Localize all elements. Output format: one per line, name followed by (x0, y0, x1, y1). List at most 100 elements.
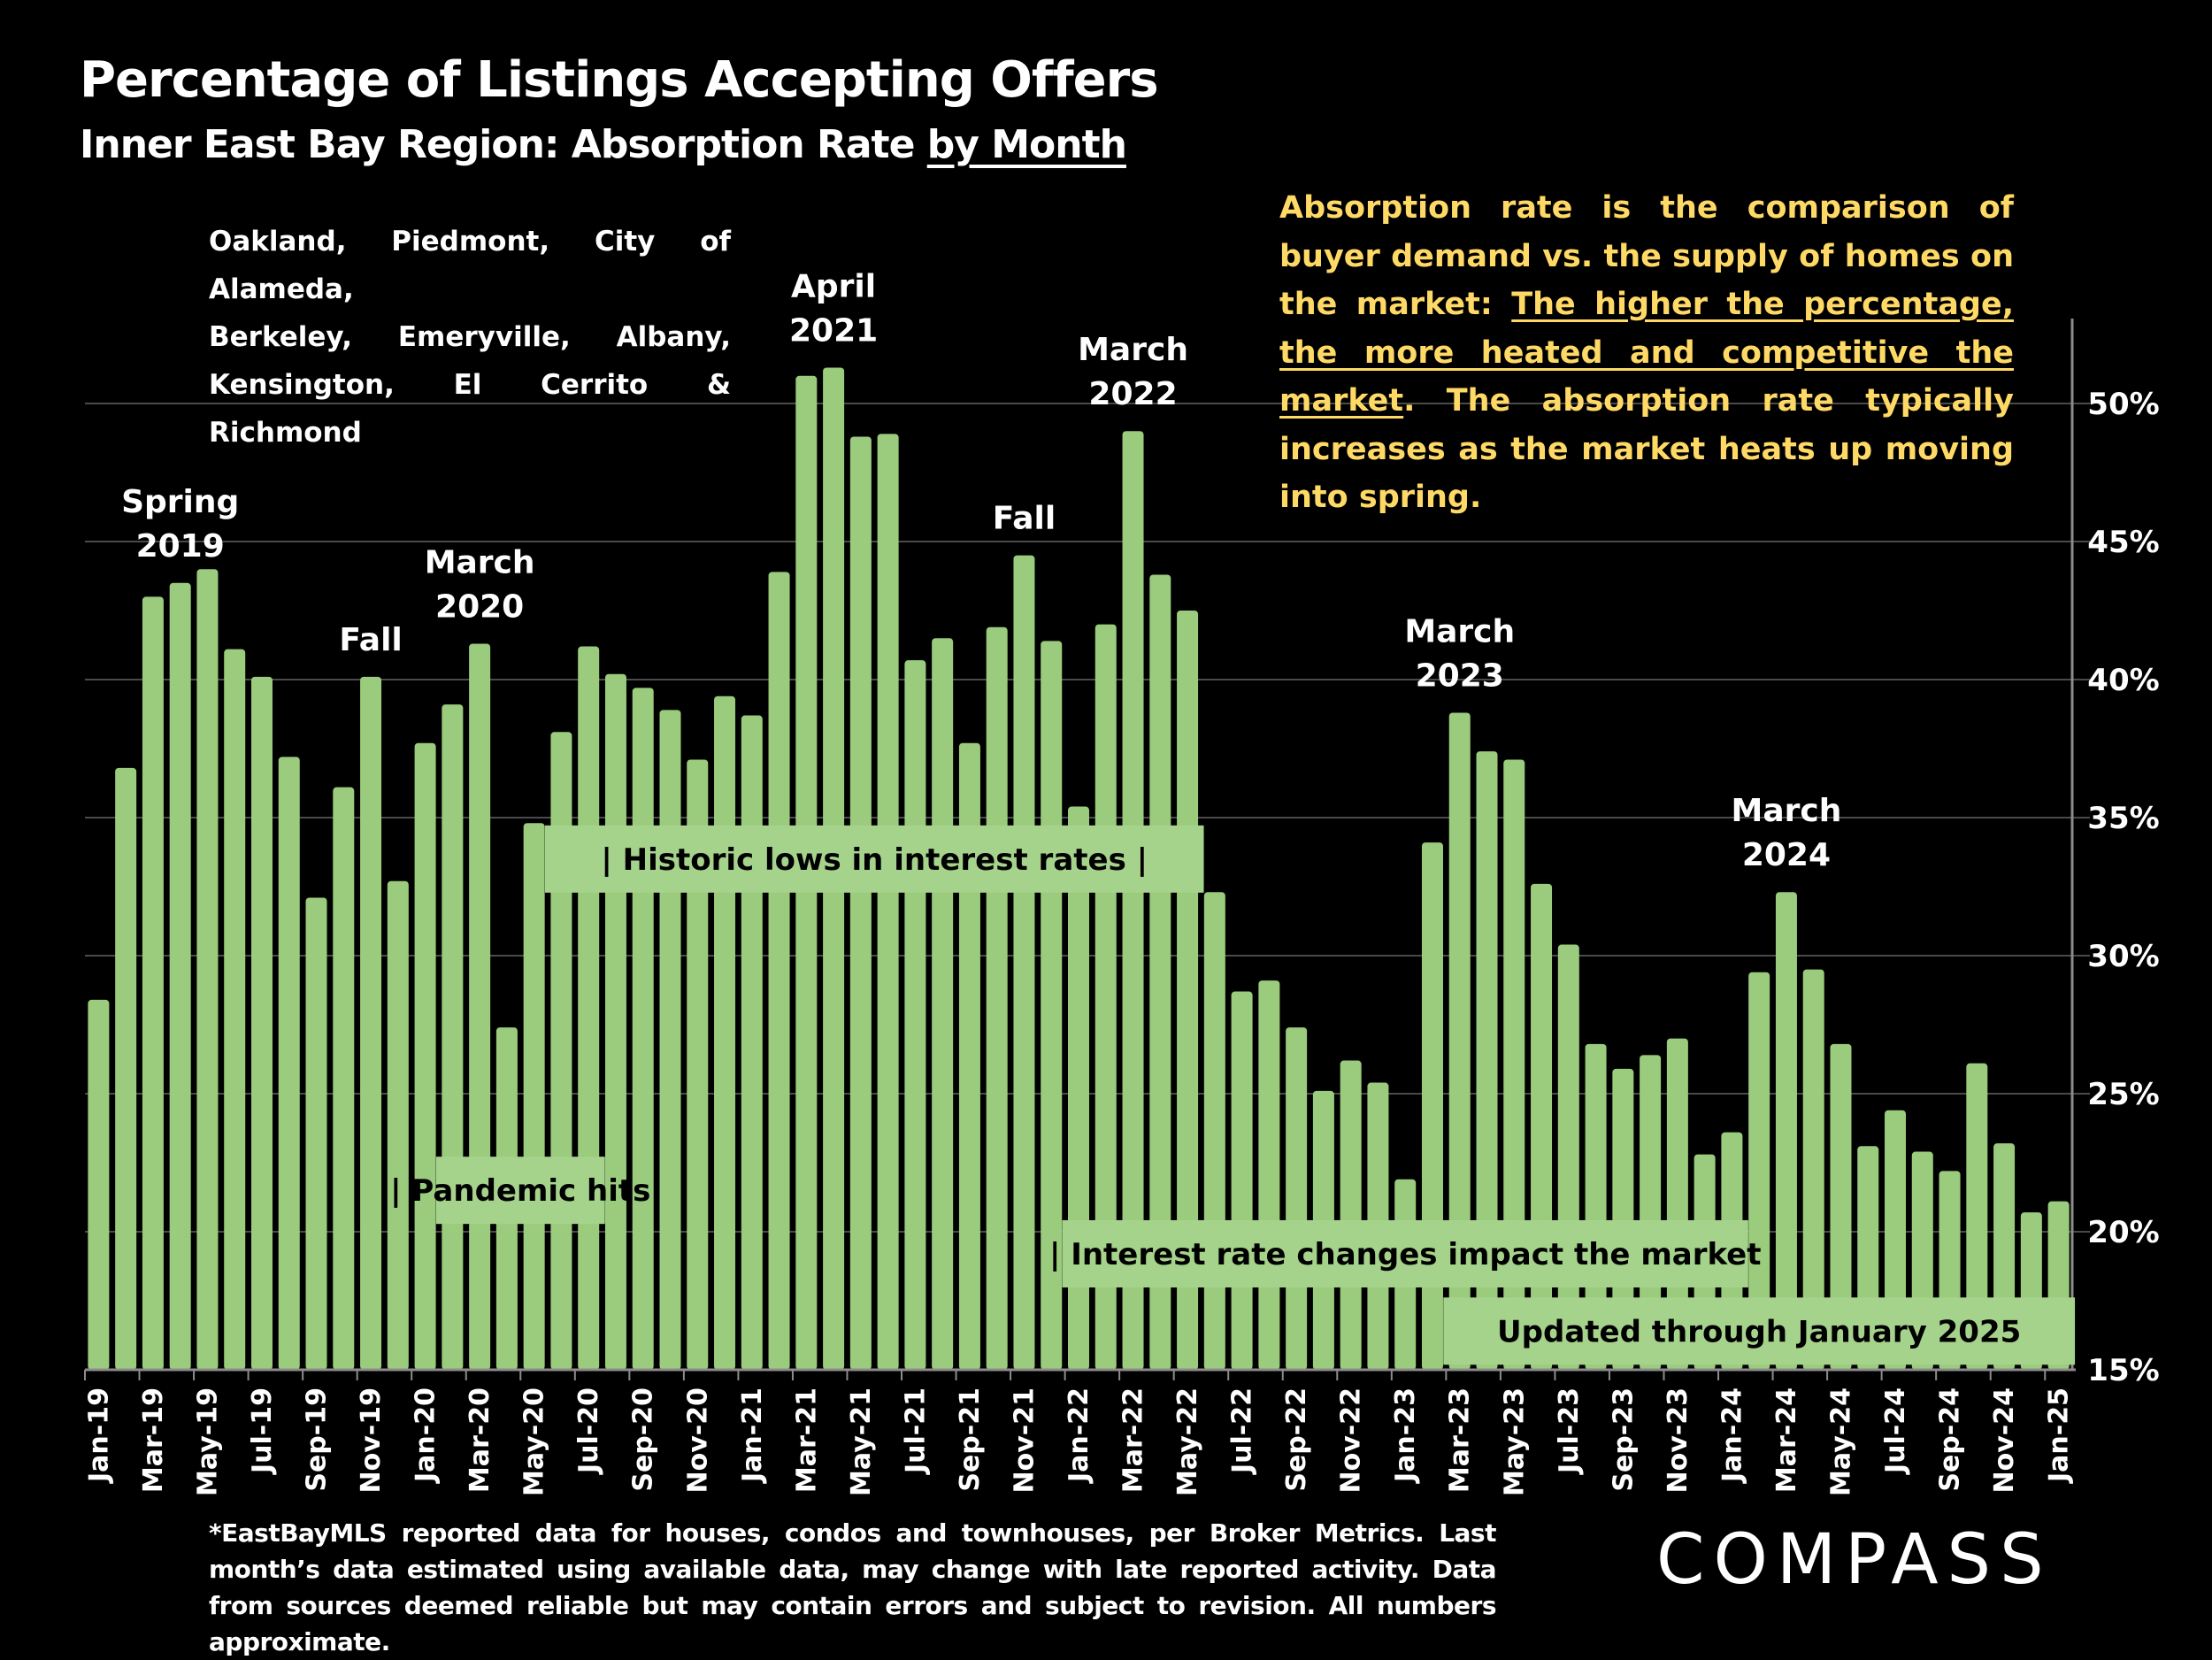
bar (1203, 892, 1225, 1370)
bar (1775, 892, 1797, 1370)
bar (1476, 751, 1498, 1370)
cities-line: Kensington, El Cerrito & Richmond (209, 369, 731, 449)
bar (958, 742, 980, 1370)
bar (1258, 980, 1280, 1370)
compass-logo: COMPASS (1656, 1520, 2053, 1600)
annotation-box (435, 1157, 605, 1225)
x-tick-label: Nov-24 (1989, 1387, 2020, 1493)
x-tick-label: May-22 (1172, 1387, 1203, 1496)
x-tick-label: Mar-24 (1771, 1387, 1802, 1493)
x-tick-label: May-20 (519, 1387, 550, 1496)
y-tick-label: 50% (2087, 387, 2159, 422)
bar (1966, 1063, 1988, 1370)
bar (1094, 624, 1117, 1370)
x-tick-label: Mar-21 (791, 1387, 822, 1493)
peak-label: March (1404, 613, 1515, 649)
x-tick-label: Nov-20 (682, 1387, 713, 1493)
peak-label: March (1078, 332, 1188, 368)
x-tick-label: Jan-25 (2044, 1387, 2075, 1484)
x-tick-label: Sep-21 (955, 1387, 986, 1492)
bar (414, 742, 436, 1370)
bar (1531, 883, 1553, 1370)
note-emphasis: The higher the percentage, the more heat… (1279, 287, 2015, 419)
bar (1149, 574, 1171, 1370)
bar (932, 638, 954, 1370)
bar (1122, 431, 1144, 1371)
bar (659, 710, 681, 1370)
x-tick-label: Nov-21 (1009, 1387, 1040, 1493)
bar (1013, 555, 1035, 1370)
chart-title: Percentage of Listings Accepting Offers (80, 51, 1159, 109)
annotation-label: Updated through January 2025 (1497, 1314, 2021, 1349)
x-tick-label: May-24 (1825, 1387, 1856, 1496)
bar (1585, 1043, 1607, 1370)
absorption-note: Absorption rate is the comparison of buy… (1279, 184, 2014, 522)
subtitle-main: Inner East Bay Region: Absorption Rate (80, 122, 927, 167)
x-tick-label: Jul-23 (1554, 1387, 1585, 1475)
region-cities: Oakland, Piedmont, City of Alameda, Berk… (209, 218, 731, 457)
bar (904, 660, 926, 1370)
x-tick-label: Mar-22 (1118, 1387, 1149, 1493)
note-text: . The absorption rate typically increase… (1279, 383, 2014, 515)
bar (604, 673, 626, 1370)
bar (1286, 1027, 1308, 1370)
x-tick-label: Sep-22 (1281, 1387, 1312, 1492)
y-tick-label: 45% (2087, 525, 2159, 560)
peak-label: Fall (993, 501, 1056, 537)
x-tick-label: May-19 (192, 1387, 223, 1496)
bar (442, 704, 464, 1370)
x-tick-label: May-23 (1499, 1387, 1530, 1496)
annotation-box (1443, 1297, 2076, 1365)
bar (196, 569, 219, 1370)
x-tick-label: Sep-24 (1935, 1387, 1966, 1492)
x-tick-label: Mar-23 (1445, 1387, 1476, 1493)
y-tick-label: 35% (2087, 801, 2159, 836)
annotation-box (544, 825, 1204, 893)
x-tick-label: Sep-19 (302, 1387, 333, 1492)
peak-label: March (425, 544, 535, 580)
x-tick-label: Sep-20 (628, 1387, 659, 1492)
bar (741, 715, 763, 1370)
y-tick-label: 25% (2087, 1077, 2159, 1112)
y-tick-label: 40% (2087, 663, 2159, 698)
bar (333, 787, 355, 1370)
bar (1802, 969, 1824, 1370)
bar (278, 757, 300, 1370)
bar (632, 688, 654, 1370)
bar (387, 880, 409, 1370)
x-tick-label: Jan-21 (737, 1387, 768, 1484)
footnote: *EastBayMLS reported data for houses, co… (209, 1518, 1497, 1656)
bar (250, 676, 273, 1370)
bar (1177, 611, 1199, 1370)
x-tick-label: Jul-19 (247, 1387, 278, 1475)
x-tick-label: Sep-23 (1608, 1387, 1639, 1492)
peak-label: Fall (339, 622, 402, 658)
bar (714, 696, 736, 1370)
annotation-box (1062, 1219, 1748, 1287)
annotation-label: | Historic lows in interest rates | (601, 842, 1148, 878)
bar (1640, 1055, 1662, 1370)
x-tick-label: May-21 (846, 1387, 877, 1496)
bar (142, 596, 164, 1370)
x-tick-label: Mar-20 (465, 1387, 495, 1493)
x-tick-label: Jul-20 (573, 1387, 604, 1475)
x-tick-label: Jul-22 (1227, 1387, 1258, 1475)
peak-label: 2023 (1416, 657, 1504, 694)
x-tick-label: Jan-20 (411, 1387, 442, 1484)
bar (469, 643, 491, 1370)
bar (1612, 1068, 1634, 1370)
bar (986, 626, 1008, 1370)
x-tick-label: Jan-24 (1717, 1387, 1747, 1484)
bar (1448, 712, 1471, 1370)
peak-label: March (1732, 793, 1842, 829)
peak-label: 2024 (1742, 837, 1831, 873)
bar (169, 582, 191, 1370)
bar (88, 999, 110, 1370)
subtitle-underlined: by Month (926, 122, 1127, 167)
bar (1748, 972, 1770, 1370)
bar (115, 767, 137, 1370)
bar (1421, 842, 1443, 1370)
x-tick-label: Nov-19 (356, 1387, 387, 1493)
bar (877, 434, 899, 1370)
x-tick-label: Jul-24 (1880, 1387, 1911, 1475)
